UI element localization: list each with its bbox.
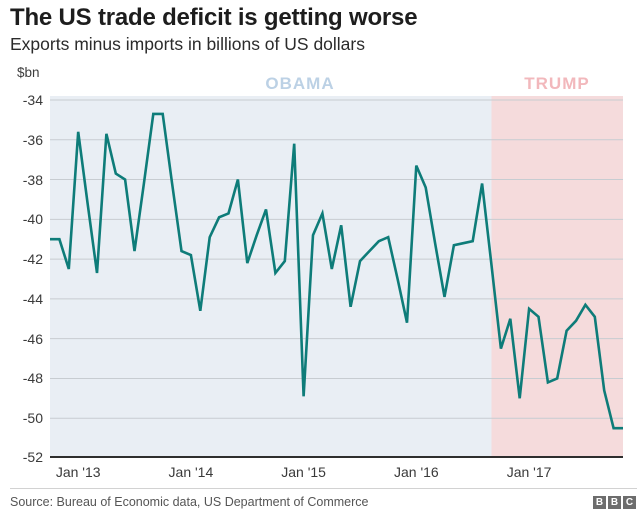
y-tick-label--42: -42 [22,251,43,268]
chart-subtitle: Exports minus imports in billions of US … [10,34,365,54]
x-tick-label-2: Jan '14 [168,464,214,480]
y-tick-label--48: -48 [22,370,43,387]
y-tick-label--44: -44 [22,290,43,307]
y-tick-label--40: -40 [22,211,43,228]
x-tick-label-5: Jan '17 [506,464,552,480]
era-region-obama [50,96,492,458]
source-text: Source: Bureau of Economic data, US Depa… [10,495,369,509]
y-tick-label--46: -46 [22,330,43,347]
bbc-logo-block-1: B [593,496,606,509]
x-tick-label-4: Jan '16 [393,464,439,480]
x-tick-label-1: Jan '13 [55,464,101,480]
plot-area [50,96,623,458]
y-tick-label--34: -34 [22,91,43,108]
era-label-obama: OBAMA [265,74,335,93]
y-tick-label--50: -50 [22,410,43,427]
x-tick-label-3: Jan '15 [281,464,326,480]
y-tick-label--38: -38 [22,171,43,188]
trade-balance-series-line [50,112,623,430]
y-tick-label--36: -36 [22,131,43,148]
era-region-trump [491,96,623,458]
bbc-logo-block-3: C [623,496,636,509]
trade-deficit-line-chart [50,96,623,458]
footer-divider [10,488,637,489]
chart-title: The US trade deficit is getting worse [10,4,418,31]
bbc-logo-block-2: B [608,496,621,509]
y-axis-unit-label: $bn [17,65,40,80]
era-label-trump: TRUMP [524,74,590,93]
y-tick-label--52: -52 [22,449,43,465]
